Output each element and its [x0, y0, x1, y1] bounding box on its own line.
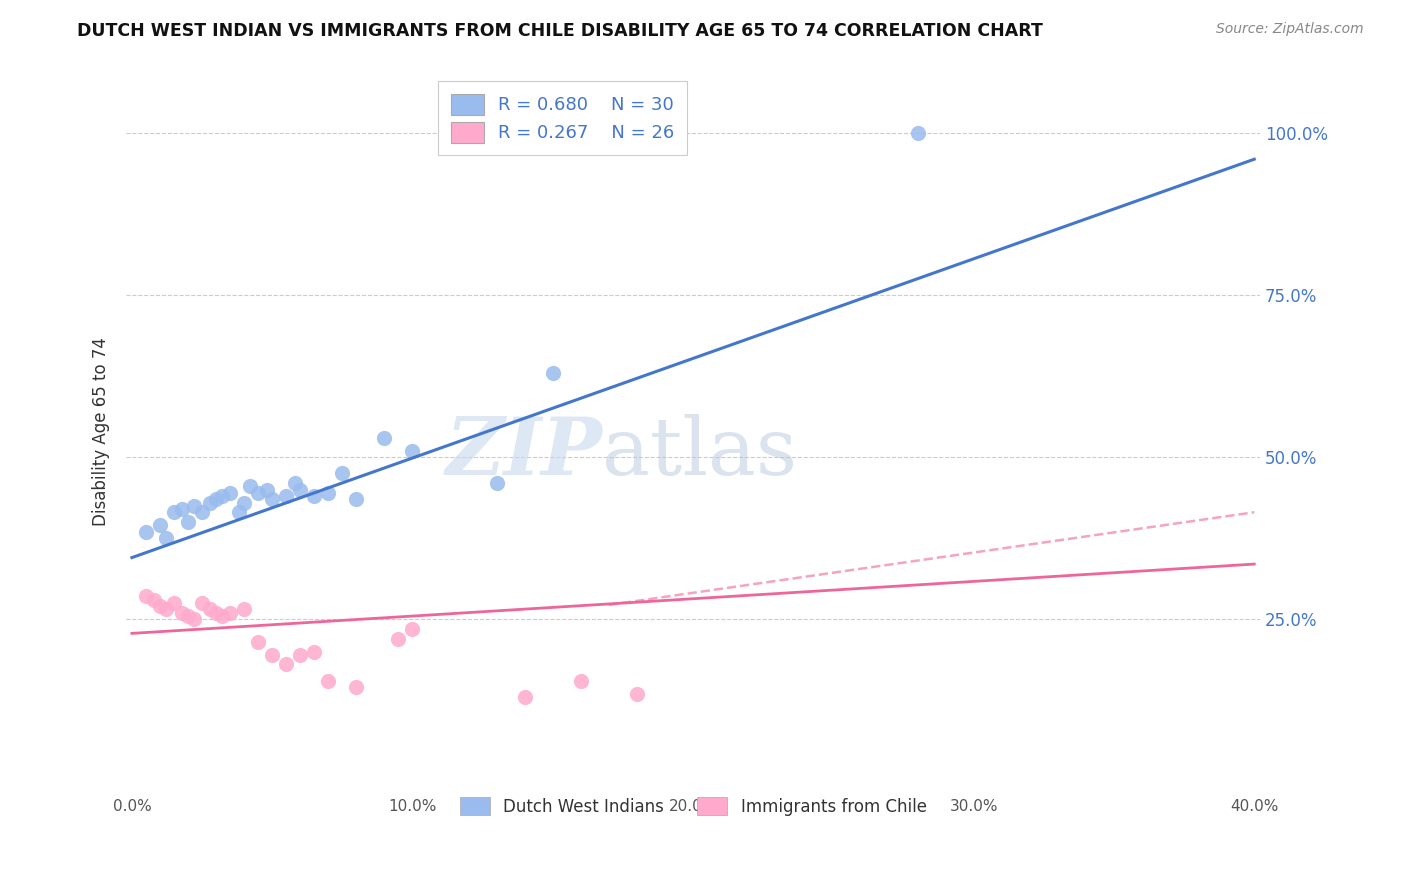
Point [200, 602, 222, 616]
Point [330, 467, 353, 481]
Point [262, 492, 284, 507]
Point [276, 489, 298, 503]
Point [177, 515, 200, 529]
Point [276, 657, 298, 672]
Text: DUTCH WEST INDIAN VS IMMIGRANTS FROM CHILE DISABILITY AGE 65 TO 74 CORRELATION C: DUTCH WEST INDIAN VS IMMIGRANTS FROM CHI… [77, 22, 1043, 40]
Point [135, 590, 157, 604]
Point [541, 366, 564, 380]
Point [239, 479, 262, 493]
Text: atlas: atlas [602, 414, 797, 492]
Point [219, 485, 242, 500]
Point [256, 483, 278, 497]
Point [290, 648, 312, 662]
Legend: Dutch West Indians, Immigrants from Chile: Dutch West Indians, Immigrants from Chil… [450, 788, 936, 826]
Point [191, 505, 214, 519]
Point [262, 648, 284, 662]
Point [373, 431, 395, 445]
Point [211, 489, 233, 503]
Point [304, 644, 326, 658]
Point [149, 599, 172, 614]
Point [155, 531, 177, 545]
Point [304, 489, 326, 503]
Point [200, 495, 222, 509]
Point [284, 476, 307, 491]
Point [401, 622, 423, 636]
Point [344, 680, 367, 694]
Point [401, 443, 423, 458]
Point [233, 495, 256, 509]
Point [626, 687, 648, 701]
Point [177, 608, 200, 623]
Point [149, 518, 172, 533]
Point [485, 476, 508, 491]
Point [247, 635, 270, 649]
Text: Source: ZipAtlas.com: Source: ZipAtlas.com [1216, 22, 1364, 37]
Point [211, 608, 233, 623]
Point [387, 632, 409, 646]
Point [247, 485, 270, 500]
Point [569, 673, 592, 688]
Point [163, 596, 186, 610]
Point [155, 602, 177, 616]
Point [513, 690, 536, 704]
Point [172, 502, 194, 516]
Point [183, 499, 205, 513]
Point [228, 505, 250, 519]
Y-axis label: Disability Age 65 to 74: Disability Age 65 to 74 [93, 337, 110, 525]
Point [205, 606, 228, 620]
Point [219, 606, 242, 620]
Point [233, 602, 256, 616]
Point [290, 483, 312, 497]
Point [172, 606, 194, 620]
Point [191, 596, 214, 610]
Point [318, 485, 340, 500]
Text: ZIP: ZIP [446, 414, 602, 491]
Point [344, 492, 367, 507]
Point [135, 524, 157, 539]
Point [163, 505, 186, 519]
Point [318, 673, 340, 688]
Point [907, 126, 929, 140]
Point [183, 612, 205, 626]
Point [143, 592, 166, 607]
Point [205, 492, 228, 507]
